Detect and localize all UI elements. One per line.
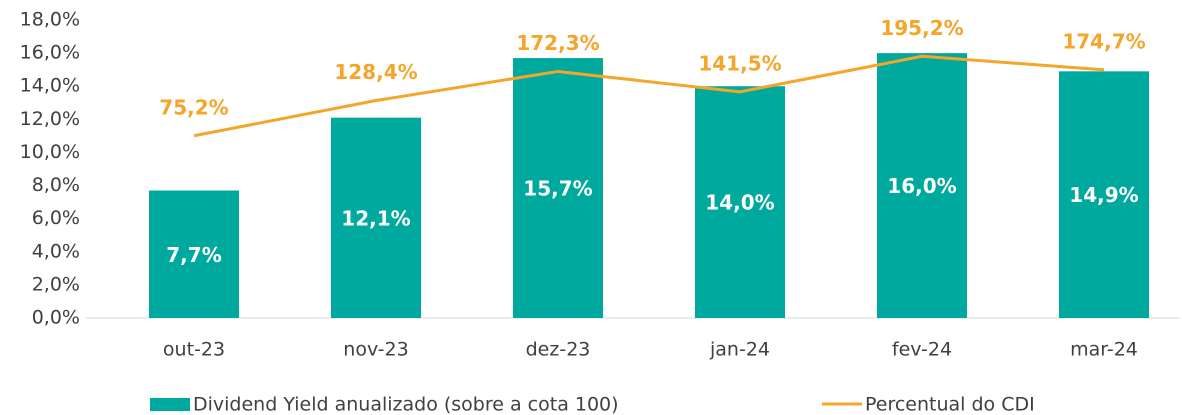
y-tick-label: 4,0%: [32, 240, 80, 262]
bar-value-label: 14,9%: [1069, 183, 1138, 207]
bar: [877, 53, 967, 318]
bar-value-label: 7,7%: [166, 243, 221, 267]
bar: [149, 190, 239, 318]
bar-value-label: 16,0%: [887, 174, 956, 198]
legend-label: Dividend Yield anualizado (sobre a cota …: [193, 394, 619, 415]
x-tick-label: dez-23: [526, 339, 591, 361]
y-tick-label: 2,0%: [32, 273, 80, 295]
y-tick-label: 18,0%: [20, 9, 80, 31]
y-tick-label: 8,0%: [32, 174, 80, 196]
legend-swatch: [150, 398, 190, 411]
bar: [695, 86, 785, 318]
y-tick-label: 0,0%: [32, 307, 80, 329]
bar-value-label: 12,1%: [341, 206, 410, 230]
line-value-label: 75,2%: [159, 95, 228, 119]
y-tick-label: 16,0%: [20, 42, 80, 64]
bar: [1059, 71, 1149, 318]
line-value-label: 174,7%: [1062, 29, 1145, 53]
line-value-label: 128,4%: [334, 60, 417, 84]
bar: [331, 117, 421, 318]
y-tick-label: 6,0%: [32, 207, 80, 229]
bar-value-label: 14,0%: [705, 191, 774, 215]
line-value-label: 141,5%: [698, 51, 781, 75]
x-tick-label: mar-24: [1070, 339, 1138, 361]
y-tick-label: 12,0%: [20, 108, 80, 130]
line: [193, 54, 1105, 138]
line-value-label: 172,3%: [516, 31, 599, 55]
x-tick-label: out-23: [163, 339, 225, 361]
x-tick-label: nov-23: [343, 339, 408, 361]
bar-value-label: 15,7%: [523, 177, 592, 201]
x-tick-label: fev-24: [892, 339, 952, 361]
y-tick-label: 14,0%: [20, 75, 80, 97]
x-tick-label: jan-24: [709, 339, 770, 361]
legend-label: Percentual do CDI: [865, 394, 1035, 415]
y-tick-label: 10,0%: [20, 141, 80, 163]
line-value-label: 195,2%: [880, 16, 963, 40]
bar: [513, 58, 603, 318]
